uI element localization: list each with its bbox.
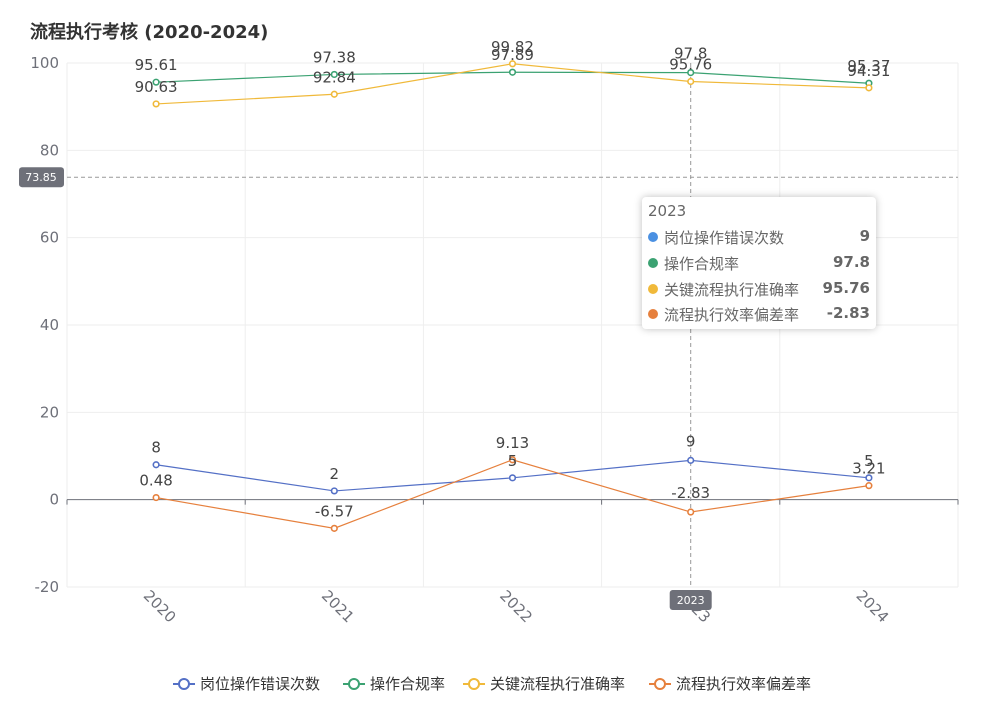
- tooltip-row: 关键流程执行准确率 95.76: [648, 277, 870, 301]
- data-point: [152, 78, 160, 86]
- data-point: [508, 456, 517, 464]
- data-point: [152, 461, 160, 469]
- data-label: -2.83: [671, 484, 710, 502]
- tooltip-row: 操作合规率 97.8: [648, 251, 870, 275]
- data-label: 97.89: [491, 46, 534, 64]
- series-dot-icon: [648, 232, 658, 242]
- y-tick-label: 20: [40, 403, 59, 421]
- legend-label: 岗位操作错误次数: [200, 675, 320, 693]
- tooltip-row-name: 流程执行效率偏差率: [664, 306, 800, 324]
- legend-label: 关键流程执行准确率: [490, 675, 625, 693]
- y-tick-label: 80: [40, 141, 59, 159]
- data-label: 90.63: [135, 78, 178, 96]
- tooltip-row-name: 操作合规率: [664, 255, 740, 273]
- data-point: [687, 456, 695, 464]
- tooltip-row-value: 97.8: [832, 253, 870, 271]
- x-tick-label: 2024: [853, 587, 893, 627]
- data-point: [152, 493, 160, 502]
- y-tick-label: 100: [30, 54, 59, 72]
- tooltip-row-value: 9: [859, 227, 870, 245]
- tooltip: 2023 岗位操作错误次数 9 操作合规率 97.8 关键流程执行准确率 95.…: [642, 197, 876, 329]
- data-label: 95.37: [847, 57, 890, 75]
- data-point: [330, 70, 338, 79]
- data-label: 97.38: [313, 48, 356, 66]
- data-label: 92.84: [313, 68, 356, 86]
- series-dot-icon: [648, 258, 658, 268]
- data-label: 99.82: [491, 38, 534, 56]
- x-tick-label: 2020: [140, 587, 180, 627]
- data-label: 9.13: [496, 434, 529, 452]
- data-point: [687, 69, 695, 77]
- data-label: 2: [330, 465, 340, 483]
- data-point: [508, 474, 517, 482]
- data-label: 8: [151, 439, 161, 457]
- data-label: -6.57: [315, 502, 354, 520]
- y-tick-label: 40: [40, 316, 59, 334]
- crosshair-x-badge: [669, 590, 712, 610]
- legend-item[interactable]: 关键流程执行准确率: [463, 675, 625, 693]
- tooltip-row: 岗位操作错误次数 9: [648, 225, 870, 249]
- data-label: 97.8: [674, 45, 707, 63]
- legend[interactable]: 岗位操作错误次数 操作合规率 关键流程执行准确率 流程执行效率偏差率: [173, 675, 811, 693]
- x-tick-label: 2022: [496, 587, 536, 627]
- data-label: 95.61: [135, 56, 178, 74]
- axes: -20 0 20 40 60 80 100 2020 2021 2022 2023 2024: [30, 54, 959, 627]
- y-tick-label: 0: [49, 491, 59, 509]
- data-point: [330, 90, 338, 98]
- series-dot-icon: [648, 309, 658, 319]
- legend-marker-icon: [468, 678, 480, 690]
- tooltip-row-value: -2.83: [826, 304, 870, 322]
- data-point: [687, 77, 695, 86]
- tooltip-row-name: 关键流程执行准确率: [664, 281, 800, 299]
- y-tick-label: 60: [40, 229, 59, 247]
- data-point: [330, 487, 338, 495]
- crosshair: 73.85 2023: [19, 63, 958, 610]
- legend-item[interactable]: 操作合规率: [343, 675, 445, 693]
- x-tick-label: 2021: [318, 587, 358, 627]
- series-line: [155, 459, 869, 529]
- data-label: 95.76: [669, 56, 712, 74]
- legend-label: 操作合规率: [370, 675, 445, 693]
- data-point: [508, 68, 517, 76]
- data-point: [687, 508, 695, 516]
- legend-marker-icon: [348, 678, 360, 690]
- tooltip-row-value: 95.76: [822, 279, 870, 297]
- data-point: [330, 524, 338, 532]
- data-label: 5: [864, 452, 874, 470]
- crosshair-y-value: 73.85: [25, 171, 57, 184]
- data-label: 0.48: [139, 472, 172, 490]
- legend-marker-icon: [654, 678, 666, 690]
- data-label: 94.31: [847, 62, 890, 80]
- legend-marker-icon: [178, 678, 190, 690]
- legend-item[interactable]: 岗位操作错误次数: [173, 675, 320, 693]
- tooltip-row: 流程执行效率偏差率 -2.83: [648, 302, 870, 326]
- legend-item[interactable]: 流程执行效率偏差率: [649, 675, 811, 693]
- legend-label: 流程执行效率偏差率: [676, 675, 811, 693]
- series-dot-icon: [648, 284, 658, 294]
- series-layer: [152, 60, 873, 532]
- data-point: [865, 482, 873, 490]
- y-tick-label: -20: [35, 578, 60, 596]
- crosshair-x-value: 2023: [677, 594, 705, 607]
- data-point: [865, 84, 873, 92]
- chart-title: 流程执行考核 (2020-2024): [30, 21, 268, 43]
- data-label: 9: [686, 432, 696, 450]
- tooltip-title: 2023: [648, 202, 687, 220]
- data-label: 3.21: [852, 460, 885, 478]
- data-point: [508, 60, 517, 68]
- data-point: [152, 100, 160, 108]
- data-label: 5: [508, 452, 518, 470]
- crosshair-y-badge: [19, 167, 64, 188]
- tooltip-row-name: 岗位操作错误次数: [664, 229, 785, 247]
- data-point: [865, 474, 873, 482]
